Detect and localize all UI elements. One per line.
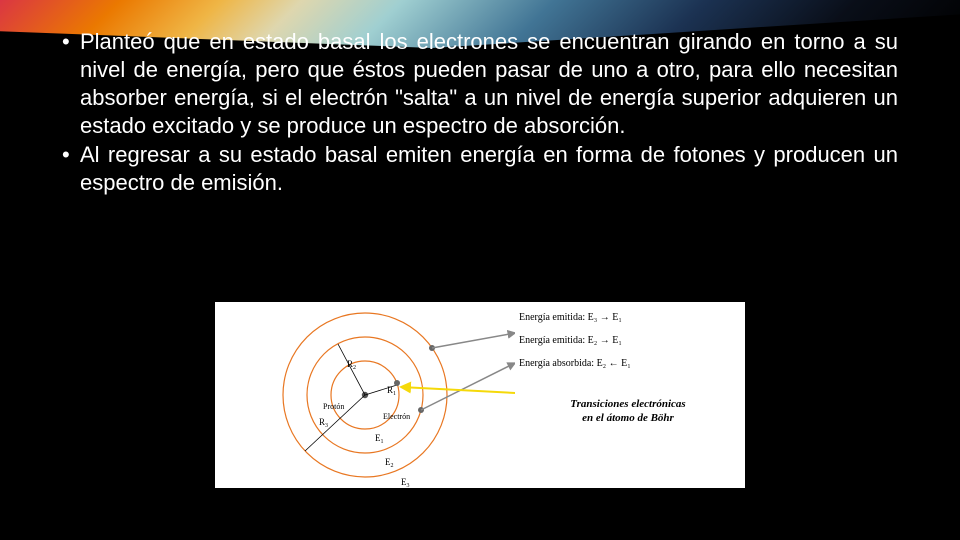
bullet-item: Planteó que en estado basal los electron… (62, 28, 898, 141)
transition-label: Energía emitida: E₃ → E₁ (519, 312, 622, 323)
transition-line: Energía emitida: E₃ → E₁ (519, 312, 737, 323)
electron-icon (394, 380, 400, 386)
bullet-list: Planteó que en estado basal los electron… (62, 28, 898, 197)
transition-line: Energía emitida: E₂ → E₁ (519, 335, 737, 346)
electron-label: Electrón (383, 412, 410, 421)
bullet-item: Al regresar a su estado basal emiten ene… (62, 141, 898, 197)
bohr-diagram-container: R1 R2 R3 E1 E2 E3 Protón Electrón (215, 302, 745, 488)
diagram-caption: Transiciones electrónicas en el átomo de… (519, 397, 737, 426)
caption-line: Transiciones electrónicas (570, 398, 685, 410)
transition-line: Energía absorbida: E₂ ← E₁ (519, 358, 737, 369)
slide-text-content: Planteó que en estado basal los electron… (62, 28, 898, 197)
radius-label: R3 (319, 417, 328, 429)
energy-transitions-panel: Energía emitida: E₃ → E₁ Energía emitida… (515, 302, 745, 488)
bohr-atom-svg: R1 R2 R3 E1 E2 E3 Protón Electrón (215, 302, 515, 488)
energy-level-label: E3 (401, 477, 410, 488)
caption-line: en el átomo de Böhr (582, 412, 674, 424)
transition-label: Energía emitida: E₂ → E₁ (519, 335, 622, 346)
radius-label: R1 (387, 385, 396, 397)
emission-arrow-e3-e1 (432, 333, 515, 348)
energy-level-label: E2 (385, 457, 394, 469)
transition-label: Energía absorbida: E₂ ← E₁ (519, 358, 631, 369)
energy-level-label: E1 (375, 433, 384, 445)
proton-label: Protón (323, 402, 344, 411)
emission-arrow-e2-e1 (421, 363, 515, 410)
